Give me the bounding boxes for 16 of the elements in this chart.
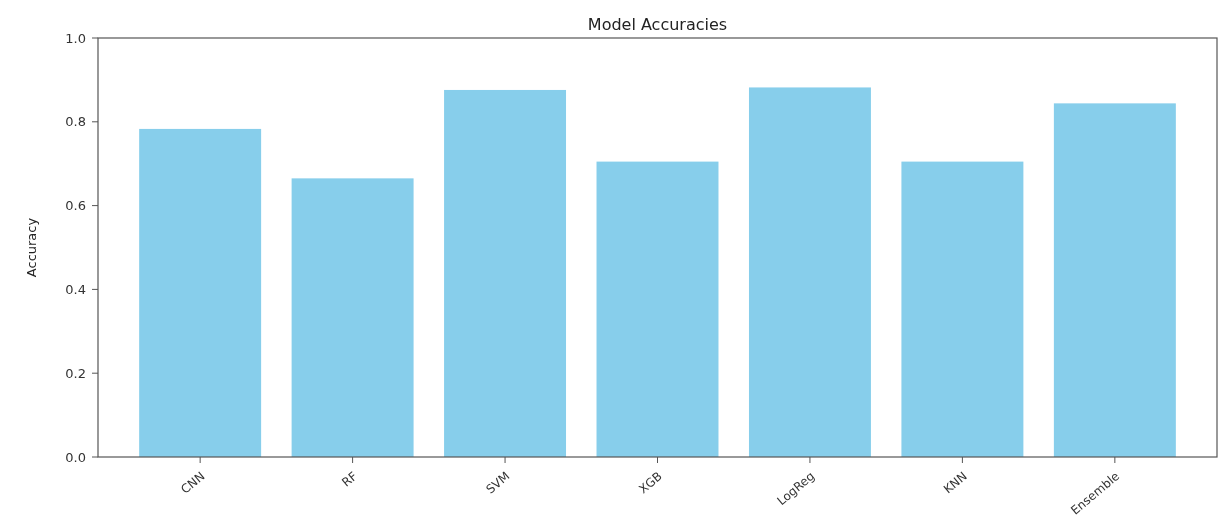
y-axis-title: Accuracy [24,217,39,278]
y-tick-label: 0.4 [65,281,86,297]
bar [444,89,567,457]
y-tick-label: 0.6 [65,198,86,214]
bar [1053,103,1176,457]
y-tick-label: 0.2 [65,365,86,381]
bar [748,87,871,457]
bar [139,128,262,457]
x-tick-label: RF [339,468,360,490]
bar [596,161,719,457]
y-tick-label: 0.8 [65,114,86,130]
text: 1.0 [65,30,86,46]
text: 0.0 [65,449,86,465]
chart-title: Model Accuracies [587,15,728,34]
bar [901,161,1024,457]
bar [291,178,414,457]
